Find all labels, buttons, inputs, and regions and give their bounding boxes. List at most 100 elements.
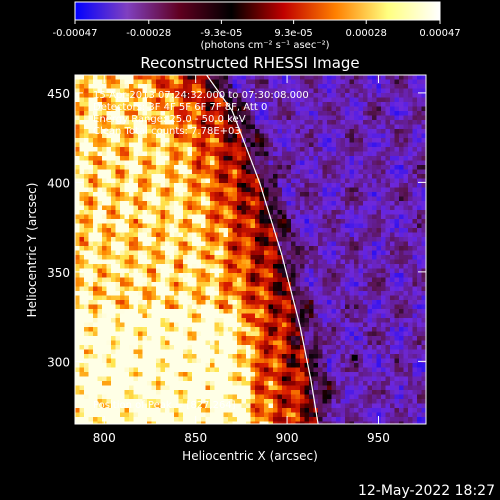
heatmap-cell: [232, 151, 238, 157]
heatmap-cell: [354, 88, 359, 94]
heatmap-cell: [79, 318, 85, 323]
heatmap-cell: [318, 349, 323, 355]
heatmap-cell: [223, 336, 229, 341]
heatmap-cell: [111, 174, 116, 179]
heatmap-cell: [219, 111, 224, 116]
heatmap-cell: [259, 75, 265, 80]
heatmap-cell: [106, 97, 112, 103]
heatmap-cell: [160, 241, 166, 247]
heatmap-cell: [129, 282, 134, 287]
heatmap-cell: [178, 394, 184, 400]
heatmap-cell: [192, 394, 197, 400]
heatmap-cell: [300, 349, 305, 355]
heatmap-cell: [291, 93, 296, 98]
heatmap-cell: [138, 412, 143, 418]
heatmap-cell: [331, 214, 337, 220]
heatmap-cell: [241, 408, 247, 413]
heatmap-cell: [210, 390, 215, 395]
heatmap-cell: [250, 147, 256, 152]
heatmap-cell: [327, 295, 332, 301]
heatmap-cell: [327, 376, 332, 382]
heatmap-cell: [232, 237, 238, 242]
heatmap-cell: [183, 385, 188, 391]
heatmap-cell: [340, 354, 346, 359]
heatmap-cell: [151, 282, 157, 287]
heatmap-cell: [286, 201, 292, 206]
heatmap-cell: [246, 174, 251, 179]
heatmap-cell: [111, 421, 116, 424]
heatmap-cell: [291, 268, 296, 274]
heatmap-cell: [205, 336, 211, 341]
heatmap-cell: [282, 273, 287, 278]
heatmap-cell: [196, 394, 202, 400]
heatmap-cell: [246, 138, 251, 143]
heatmap-cell: [273, 345, 278, 350]
heatmap-cell: [93, 138, 98, 143]
heatmap-cell: [79, 403, 85, 409]
heatmap-cell: [246, 268, 251, 274]
heatmap-cell: [349, 273, 355, 278]
heatmap-cell: [340, 223, 346, 229]
heatmap-cell: [228, 255, 233, 260]
heatmap-cell: [124, 183, 130, 188]
heatmap-cell: [142, 223, 148, 229]
heatmap-cell: [250, 250, 256, 256]
heatmap-cell: [232, 232, 238, 238]
heatmap-cell: [201, 259, 206, 265]
heatmap-cell: [358, 336, 364, 341]
heatmap-cell: [313, 237, 319, 242]
heatmap-cell: [354, 115, 359, 121]
heatmap-cell: [124, 390, 130, 395]
heatmap-cell: [358, 232, 364, 238]
heatmap-cell: [156, 129, 161, 134]
heatmap-cell: [88, 124, 94, 130]
heatmap-cell: [349, 259, 355, 265]
heatmap-cell: [79, 205, 85, 211]
heatmap-cell: [210, 151, 215, 157]
heatmap-cell: [192, 273, 197, 278]
heatmap-cell: [133, 286, 139, 292]
heatmap-cell: [273, 147, 278, 152]
heatmap-cell: [178, 219, 184, 224]
heatmap-cell: [142, 169, 148, 175]
heatmap-cell: [106, 273, 112, 278]
heatmap-cell: [151, 115, 157, 121]
heatmap-cell: [97, 385, 103, 391]
heatmap-cell: [282, 403, 287, 409]
heatmap-cell: [358, 349, 364, 355]
heatmap-cell: [313, 322, 319, 328]
heatmap-cell: [259, 354, 265, 359]
heatmap-cell: [228, 174, 233, 179]
heatmap-cell: [183, 205, 188, 211]
heatmap-cell: [84, 259, 89, 265]
heatmap-cell: [340, 151, 346, 157]
heatmap-cell: [282, 367, 287, 373]
heatmap-cell: [345, 219, 350, 224]
heatmap-cell: [129, 178, 134, 184]
heatmap-cell: [84, 331, 89, 337]
heatmap-cell: [331, 84, 337, 89]
heatmap-cell: [147, 142, 152, 148]
heatmap-cell: [313, 291, 319, 296]
heatmap-cell: [79, 160, 85, 166]
heatmap-cell: [156, 277, 161, 283]
heatmap-cell: [102, 120, 107, 125]
heatmap-cell: [291, 264, 296, 269]
heatmap-cell: [187, 327, 193, 332]
heatmap-cell: [79, 219, 85, 224]
heatmap-cell: [124, 300, 130, 305]
heatmap-cell: [75, 210, 80, 215]
heatmap-cell: [142, 115, 148, 121]
heatmap-cell: [156, 255, 161, 260]
heatmap-cell: [322, 322, 328, 328]
heatmap-cell: [237, 205, 242, 211]
heatmap-cell: [97, 160, 103, 166]
heatmap-cell: [255, 322, 260, 328]
heatmap-cell: [138, 187, 143, 193]
heatmap-cell: [174, 304, 179, 310]
heatmap-cell: [84, 345, 89, 350]
heatmap-cell: [264, 75, 269, 80]
heatmap-cell: [201, 178, 206, 184]
heatmap-cell: [228, 300, 233, 305]
heatmap-cell: [93, 322, 98, 328]
